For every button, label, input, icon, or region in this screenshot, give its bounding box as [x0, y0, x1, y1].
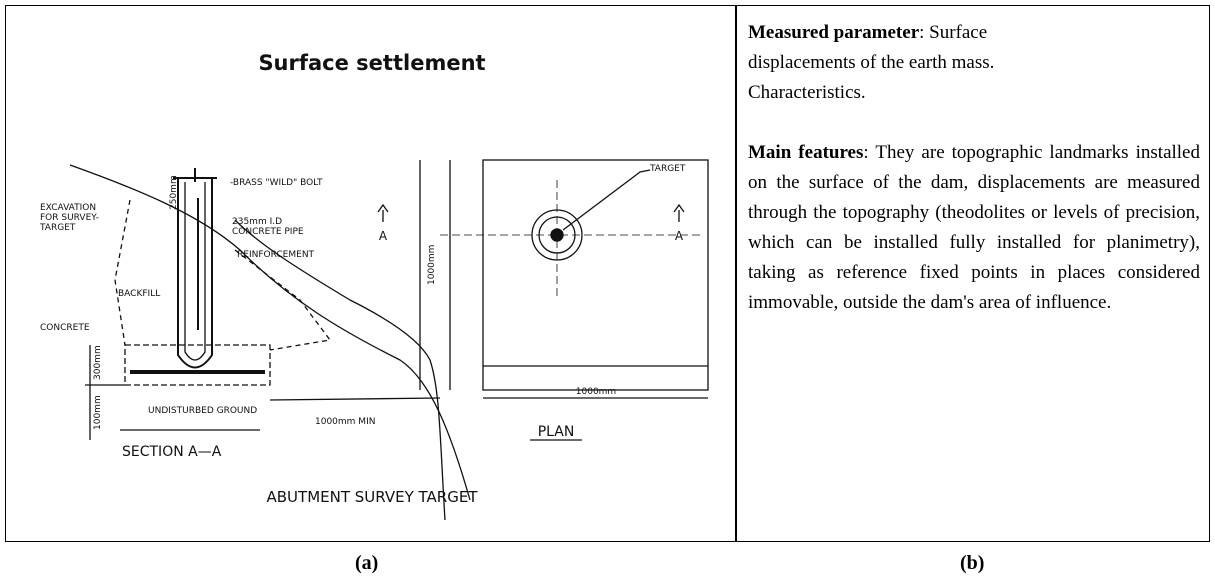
label: UNDISTURBED GROUND [148, 406, 257, 416]
description: Measured parameter: Surface displacements… [748, 18, 1200, 318]
label: REINFORCEMENT [237, 250, 315, 260]
label: -BRASS "WILD" BOLT [230, 178, 323, 188]
paragraph: Measured parameter: Surface displacements… [748, 18, 1200, 108]
leader-line [562, 169, 651, 231]
label: A [379, 229, 388, 243]
label: EXCAVATION [40, 203, 96, 213]
section-arrow [673, 203, 685, 222]
target-center [550, 228, 564, 242]
term: Main features [748, 142, 864, 163]
slope-line [69, 164, 471, 501]
plan-square [482, 159, 709, 391]
drawing: Surface settlement -BRASS "WILD" BOLT 23… [39, 51, 709, 521]
label: PLAN [538, 424, 575, 440]
label: 250mm [169, 175, 179, 210]
label: 235mm I.D [232, 217, 282, 227]
drawing-title: Surface settlement [258, 51, 485, 75]
labels: -BRASS "WILD" BOLT 235mm I.D CONCRETE PI… [39, 164, 686, 506]
target-ring [531, 209, 583, 261]
label: BACKFILL [118, 289, 160, 299]
caption: (b) [960, 552, 985, 574]
slope-line [234, 219, 446, 521]
label: ABUTMENT SURVEY TARGET [267, 488, 479, 506]
label: SECTION A—A [122, 444, 222, 460]
label: 100mm [93, 395, 103, 430]
text: : They are topographic landmarks install… [748, 142, 1200, 313]
cell-divider [735, 5, 737, 542]
table-border [5, 5, 1210, 542]
ground-line [269, 397, 441, 401]
pipe-inner [184, 182, 206, 361]
excavation-line [114, 199, 131, 346]
label: 1000mm [576, 387, 616, 397]
backfill-line [234, 249, 332, 351]
text: displacements of the earth mass. [748, 52, 995, 73]
text: : Surface [919, 22, 988, 43]
pipe [177, 178, 213, 369]
text: Characteristics. [748, 82, 866, 103]
label: TARGET [39, 223, 76, 233]
label: CONCRETE [40, 323, 90, 333]
term: Measured parameter [748, 22, 920, 43]
caption: (a) [355, 552, 379, 574]
label: 1000mm [427, 245, 437, 285]
label: TARGET [649, 164, 686, 174]
label: CONCRETE PIPE [232, 227, 304, 237]
label: 300mm [93, 345, 103, 380]
label: A [675, 229, 684, 243]
label: 1000mm MIN [315, 417, 375, 427]
target-ring [538, 216, 576, 254]
concrete-base [124, 344, 271, 386]
paragraph: Main features: They are topographic land… [748, 138, 1200, 318]
label: FOR SURVEY- [40, 213, 99, 223]
section-arrow [377, 203, 389, 222]
